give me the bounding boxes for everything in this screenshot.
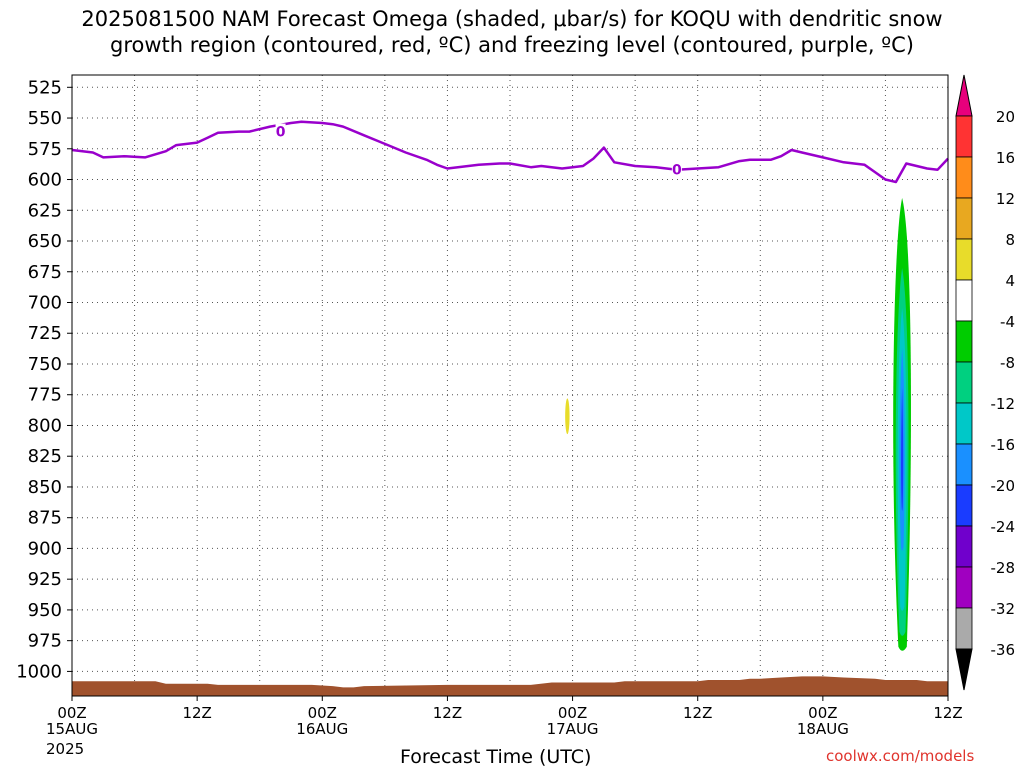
y-tick-label: 900	[28, 538, 62, 559]
colorbar-segment	[955, 566, 973, 609]
contour-label-bg	[275, 123, 286, 139]
y-tick-label: 825	[28, 446, 62, 467]
colorbar-segment	[955, 402, 973, 445]
y-tick-label: 1000	[16, 661, 62, 682]
credit-link[interactable]: coolwx.com/models	[826, 747, 975, 765]
y-tick-label: 575	[28, 139, 62, 160]
y-tick-label: 525	[28, 77, 62, 98]
colorbar-segment	[955, 238, 973, 281]
x-tick-label: 12Z	[933, 704, 962, 722]
colorbar-segment	[955, 443, 973, 486]
x-axis-label: Forecast Time (UTC)	[400, 746, 592, 768]
y-tick-label: 725	[28, 323, 62, 344]
colorbar-label: -16	[991, 436, 1016, 454]
colorbar-arrow-top	[955, 74, 973, 117]
y-tick-label: 650	[28, 231, 62, 252]
plot-frame	[71, 74, 949, 697]
y-tick-label: 850	[28, 477, 62, 498]
axis-layer: 525 550 575 600 625 650 675 700 725 750 775 800 825 8…	[16, 74, 963, 738]
x-tick-label: 00Z	[308, 704, 337, 722]
colorbar-label: -12	[991, 395, 1016, 413]
colorbar-label: -28	[991, 559, 1016, 577]
colorbar-segment	[955, 320, 973, 363]
omega-contour-fill	[901, 387, 904, 511]
x-date-label: 18AUG	[797, 720, 849, 738]
y-tick-label: 700	[28, 292, 62, 313]
colorbar-arrow-bottom	[955, 648, 973, 691]
x-date-label: 15AUG	[46, 720, 98, 738]
colorbar-segment	[955, 156, 973, 199]
contour-label-bg	[671, 161, 682, 177]
y-tick-label: 975	[28, 631, 62, 652]
omega-shading-layer	[565, 197, 911, 651]
y-tick-label: 750	[28, 354, 62, 375]
colorbar-label: 12	[996, 190, 1015, 208]
colorbar: 20 16 12 8 4 -4 -8 -12 -16 -20 -24 -28 -32 -36	[955, 74, 1016, 691]
colorbar-label: 16	[996, 149, 1015, 167]
y-tick-label: 775	[28, 385, 62, 406]
title-line-2: growth region (contoured, red, ºC) and f…	[110, 33, 914, 57]
colorbar-label: -32	[991, 600, 1016, 618]
colorbar-segment	[955, 484, 973, 527]
colorbar-label: 20	[996, 108, 1015, 126]
freezing-level-label: 0	[276, 125, 286, 141]
colorbar-segment	[955, 361, 973, 404]
x-tick-label: 00Z	[57, 704, 86, 722]
x-tick-label: 12Z	[433, 704, 462, 722]
x-tick-label: 12Z	[683, 704, 712, 722]
freezing-level-line	[71, 120, 949, 184]
y-tick-label: 550	[28, 108, 62, 129]
colorbar-label: -8	[1000, 354, 1015, 372]
surface-terrain	[72, 676, 948, 696]
grid-layer	[71, 75, 949, 696]
y-tick-label: 600	[28, 170, 62, 191]
x-tick-label: 12Z	[182, 704, 211, 722]
y-tick-label: 875	[28, 508, 62, 529]
y-tick-label: 925	[28, 569, 62, 590]
year-label: 2025	[46, 740, 85, 758]
omega-positive-area	[565, 398, 570, 435]
y-tick-label: 675	[28, 262, 62, 283]
chart-title: 2025081500 NAM Forecast Omega (shaded, μ…	[0, 6, 1024, 58]
title-line-1: 2025081500 NAM Forecast Omega (shaded, μ…	[81, 7, 943, 31]
colorbar-label: -24	[991, 518, 1016, 536]
y-tick-label: 800	[28, 415, 62, 436]
colorbar-label: -4	[1000, 313, 1015, 331]
colorbar-label: -36	[991, 641, 1016, 659]
x-tick-label: 00Z	[558, 704, 587, 722]
colorbar-label: 4	[1005, 272, 1015, 290]
colorbar-segment	[955, 279, 973, 322]
colorbar-label: 8	[1005, 231, 1015, 249]
freezing-level-label: 0	[672, 163, 682, 179]
y-tick-label: 625	[28, 200, 62, 221]
colorbar-segment	[955, 607, 973, 650]
colorbar-segment	[955, 197, 973, 240]
colorbar-label: -20	[991, 477, 1016, 495]
colorbar-segment	[955, 525, 973, 568]
x-date-label: 17AUG	[547, 720, 599, 738]
x-date-label: 16AUG	[296, 720, 348, 738]
colorbar-segment	[955, 115, 973, 158]
x-tick-label: 00Z	[808, 704, 837, 722]
surface-terrain-layer	[72, 676, 948, 696]
y-tick-label: 950	[28, 600, 62, 621]
freezing-level-layer: 00	[71, 120, 949, 184]
